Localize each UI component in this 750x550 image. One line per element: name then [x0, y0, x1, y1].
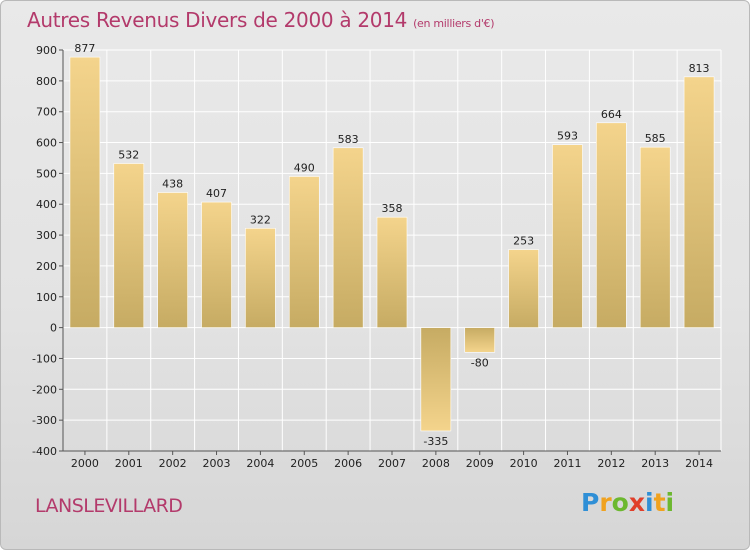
data-label-2002: 438: [162, 178, 183, 191]
axes: 900 800 700 600 500 400 300 200 100 0 -100 -200 -300…: [32, 44, 721, 470]
x-tick-label-2013: 2013: [641, 457, 669, 470]
data-label-2004: 322: [250, 213, 271, 226]
x-tick-label-2000: 2000: [71, 457, 99, 470]
logo-letter: i: [645, 488, 654, 517]
x-tick-label-2008: 2008: [422, 457, 450, 470]
y-tick-label: 500: [36, 167, 57, 180]
data-label-2005: 490: [294, 161, 315, 174]
logo-letter: i: [665, 488, 675, 517]
y-tick-label: 200: [36, 260, 57, 273]
logo-letter: o: [611, 488, 629, 517]
bar-2008: [420, 327, 452, 432]
x-tick-label-2007: 2007: [378, 457, 406, 470]
y-tick-label: 900: [36, 44, 57, 57]
y-tick-label: -400: [32, 445, 57, 458]
data-label-2010: 253: [513, 235, 534, 248]
y-tick-label: -200: [32, 383, 57, 396]
chart-title: Autres Revenus Divers de 2000 à 2014 (en …: [27, 8, 495, 32]
bar-2005: [288, 176, 320, 328]
data-labels: 877 532 438 407 322 490 583 358 -335 -80 253 593 664…: [74, 42, 709, 448]
x-tick-label-2009: 2009: [466, 457, 494, 470]
bar-2001: [113, 163, 145, 328]
proxiti-logo[interactable]: Proxiti: [581, 488, 674, 517]
commune-name: LANSLEVILLARD: [35, 495, 183, 517]
x-tick-label-2011: 2011: [553, 457, 581, 470]
bar-2014: [683, 76, 715, 328]
x-tick-label-2010: 2010: [510, 457, 538, 470]
bar-2009: [464, 327, 496, 353]
bar-2012: [596, 122, 627, 328]
data-label-2011: 593: [557, 130, 578, 143]
logo-letter: P: [581, 488, 600, 517]
bar-2003: [201, 201, 232, 328]
data-label-2012: 664: [601, 108, 622, 121]
x-tick-label-2005: 2005: [290, 457, 318, 470]
logo-letter: x: [628, 488, 645, 517]
bar-2007: [376, 216, 408, 328]
data-label-2006: 583: [338, 133, 359, 146]
y-tick-label: 300: [36, 229, 57, 242]
x-tick-label-2012: 2012: [597, 457, 625, 470]
data-label-2003: 407: [206, 187, 227, 200]
bars: [69, 56, 715, 432]
x-tick-label-2002: 2002: [159, 457, 187, 470]
y-tick-label: 600: [36, 137, 57, 150]
y-tick-label: 700: [36, 106, 57, 119]
x-tick-label-2004: 2004: [246, 457, 274, 470]
y-tick-label: -300: [32, 414, 57, 427]
chart-subtitle: (en milliers d'€): [413, 17, 495, 30]
logo-letter: r: [599, 488, 612, 517]
bar-2000: [69, 56, 101, 328]
data-label-2007: 358: [382, 202, 403, 215]
y-tick-label: -100: [32, 352, 57, 365]
data-label-2001: 532: [118, 149, 139, 162]
bar-2011: [552, 144, 583, 328]
logo-letter: t: [653, 488, 666, 517]
bar-2013: [639, 146, 671, 328]
data-label-2009: -80: [471, 356, 489, 369]
bar-2010: [508, 249, 539, 328]
data-label-2013: 585: [645, 132, 666, 145]
x-tick-label-2001: 2001: [115, 457, 143, 470]
data-label-2000: 877: [74, 42, 95, 55]
bar-2006: [332, 147, 364, 328]
x-tick-label-2006: 2006: [334, 457, 362, 470]
y-tick-label: 0: [50, 322, 57, 335]
data-label-2008: -335: [423, 435, 448, 448]
bar-2002: [157, 192, 188, 328]
y-tick-label: 100: [36, 291, 57, 304]
x-tick-label-2014: 2014: [685, 457, 713, 470]
data-label-2014: 813: [689, 62, 710, 75]
chart-title-text: Autres Revenus Divers de 2000 à 2014: [27, 8, 408, 32]
bar-2004: [245, 227, 276, 328]
y-tick-label: 800: [36, 75, 57, 88]
y-tick-label: 400: [36, 198, 57, 211]
x-tick-label-2003: 2003: [203, 457, 231, 470]
